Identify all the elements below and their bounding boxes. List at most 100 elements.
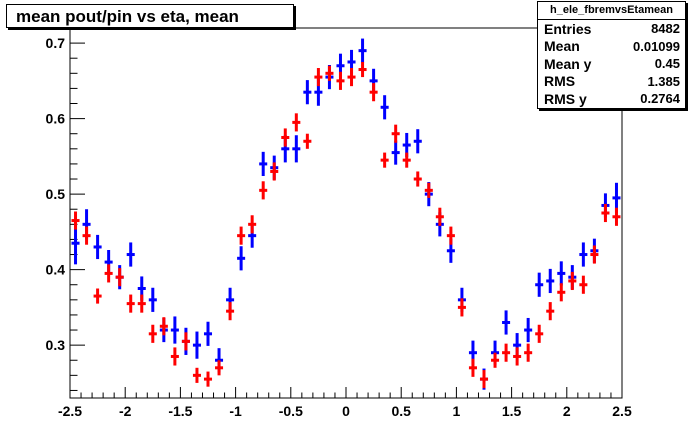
data-point [303, 80, 312, 105]
data-point [468, 358, 477, 377]
data-point [170, 316, 179, 344]
x-tick-label: 1 [453, 403, 461, 419]
stats-label: RMS y [544, 90, 587, 107]
data-point [380, 95, 389, 120]
data-point [314, 68, 323, 87]
data-point [524, 343, 533, 362]
stats-box: h_ele_fbremvsEtamean Entries 8482 Mean 0… [537, 1, 686, 109]
data-point [402, 152, 411, 168]
data-point [203, 321, 213, 346]
stats-value: 0.01099 [633, 38, 680, 54]
data-point [93, 234, 102, 260]
data-point [292, 135, 301, 163]
stats-row-mean-y: Mean y 0.45 [538, 55, 685, 73]
data-point [281, 128, 290, 147]
data-point [424, 182, 433, 198]
plot-frame [69, 27, 623, 399]
data-point [457, 298, 466, 317]
data-point [446, 226, 455, 245]
data-point [259, 181, 268, 200]
data-point [579, 275, 588, 294]
chart-title: mean pout/pin vs eta, mean [6, 4, 294, 28]
data-point [237, 246, 246, 271]
data-point [546, 268, 555, 294]
y-tick-label: 0.5 [46, 186, 66, 202]
data-point [358, 38, 367, 63]
data-point [358, 61, 367, 78]
data-point [325, 65, 334, 81]
x-tick-label: -2 [119, 403, 132, 419]
data-point [170, 347, 179, 366]
data-point [380, 152, 389, 168]
data-point [568, 271, 577, 291]
data-point [535, 272, 544, 297]
data-point [546, 302, 555, 321]
stats-row-rms-y: RMS y 0.2764 [538, 90, 685, 108]
y-tick-label: 0.6 [46, 111, 66, 127]
stats-row-mean: Mean 0.01099 [538, 38, 685, 56]
data-point [115, 268, 124, 287]
x-tick-label: 2 [563, 403, 571, 419]
data-point [215, 360, 224, 376]
stats-value: 0.2764 [640, 91, 680, 107]
x-tick-label: 1.5 [502, 403, 522, 419]
data-point [435, 207, 444, 226]
data-point [391, 140, 400, 165]
data-point [612, 207, 621, 226]
data-point [126, 242, 135, 267]
data-point [524, 317, 533, 343]
stats-label: Entries [544, 20, 592, 37]
y-tick-label: 0.3 [46, 337, 66, 353]
data-point [413, 171, 422, 187]
stats-value: 1.385 [647, 73, 680, 89]
data-point [181, 332, 190, 351]
y-tick-label: 0.7 [46, 35, 66, 51]
data-point [557, 261, 566, 286]
data-point [413, 129, 422, 154]
data-point [148, 324, 157, 343]
data-point [192, 331, 201, 359]
data-point [259, 151, 268, 176]
stats-value: 0.45 [654, 56, 680, 72]
data-point [126, 294, 135, 313]
data-point [479, 370, 489, 389]
stats-label: Mean [544, 38, 580, 55]
data-point [369, 83, 378, 102]
data-point [270, 162, 279, 181]
data-point [590, 245, 599, 264]
data-point [159, 317, 168, 336]
data-point [579, 242, 588, 267]
x-tick-label: -0.5 [279, 403, 303, 419]
data-point [292, 113, 301, 132]
data-point [93, 288, 102, 304]
data-point [71, 211, 80, 230]
data-point [336, 71, 345, 90]
stats-histogram-name: h_ele_fbremvsEtamean [538, 2, 685, 20]
data-point [248, 215, 257, 234]
data-point [513, 347, 522, 366]
x-tick-label: 2.5 [612, 403, 632, 419]
data-point [203, 371, 213, 387]
stats-row-rms: RMS 1.385 [538, 73, 685, 91]
x-tick-label: -1.5 [168, 403, 192, 419]
data-point [601, 203, 610, 223]
data-point [491, 352, 500, 368]
data-point [502, 310, 511, 335]
data-point [226, 302, 235, 321]
data-point [391, 124, 400, 143]
data-point [557, 283, 566, 302]
x-tick-label: 0.5 [391, 403, 411, 419]
data-point [82, 226, 91, 245]
data-point [237, 226, 246, 245]
data-point [148, 287, 157, 312]
x-tick-label: -1 [229, 403, 242, 419]
data-point [347, 68, 356, 87]
data-point [303, 133, 312, 149]
data-point [502, 343, 511, 362]
x-tick-label: -2.5 [58, 403, 82, 419]
stats-value: 8482 [651, 21, 680, 37]
x-tick-label: 0 [342, 403, 350, 419]
stats-label: RMS [544, 73, 576, 90]
data-point [104, 264, 113, 283]
